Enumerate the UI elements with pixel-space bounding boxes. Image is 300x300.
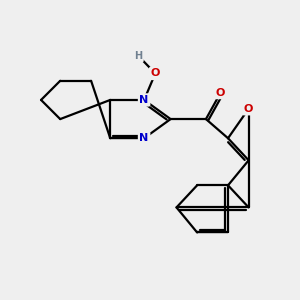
Text: O: O	[244, 104, 253, 114]
Text: N: N	[140, 95, 149, 105]
Text: O: O	[151, 68, 160, 78]
Text: N: N	[140, 133, 149, 143]
Text: O: O	[216, 88, 225, 98]
Text: H: H	[134, 51, 142, 61]
